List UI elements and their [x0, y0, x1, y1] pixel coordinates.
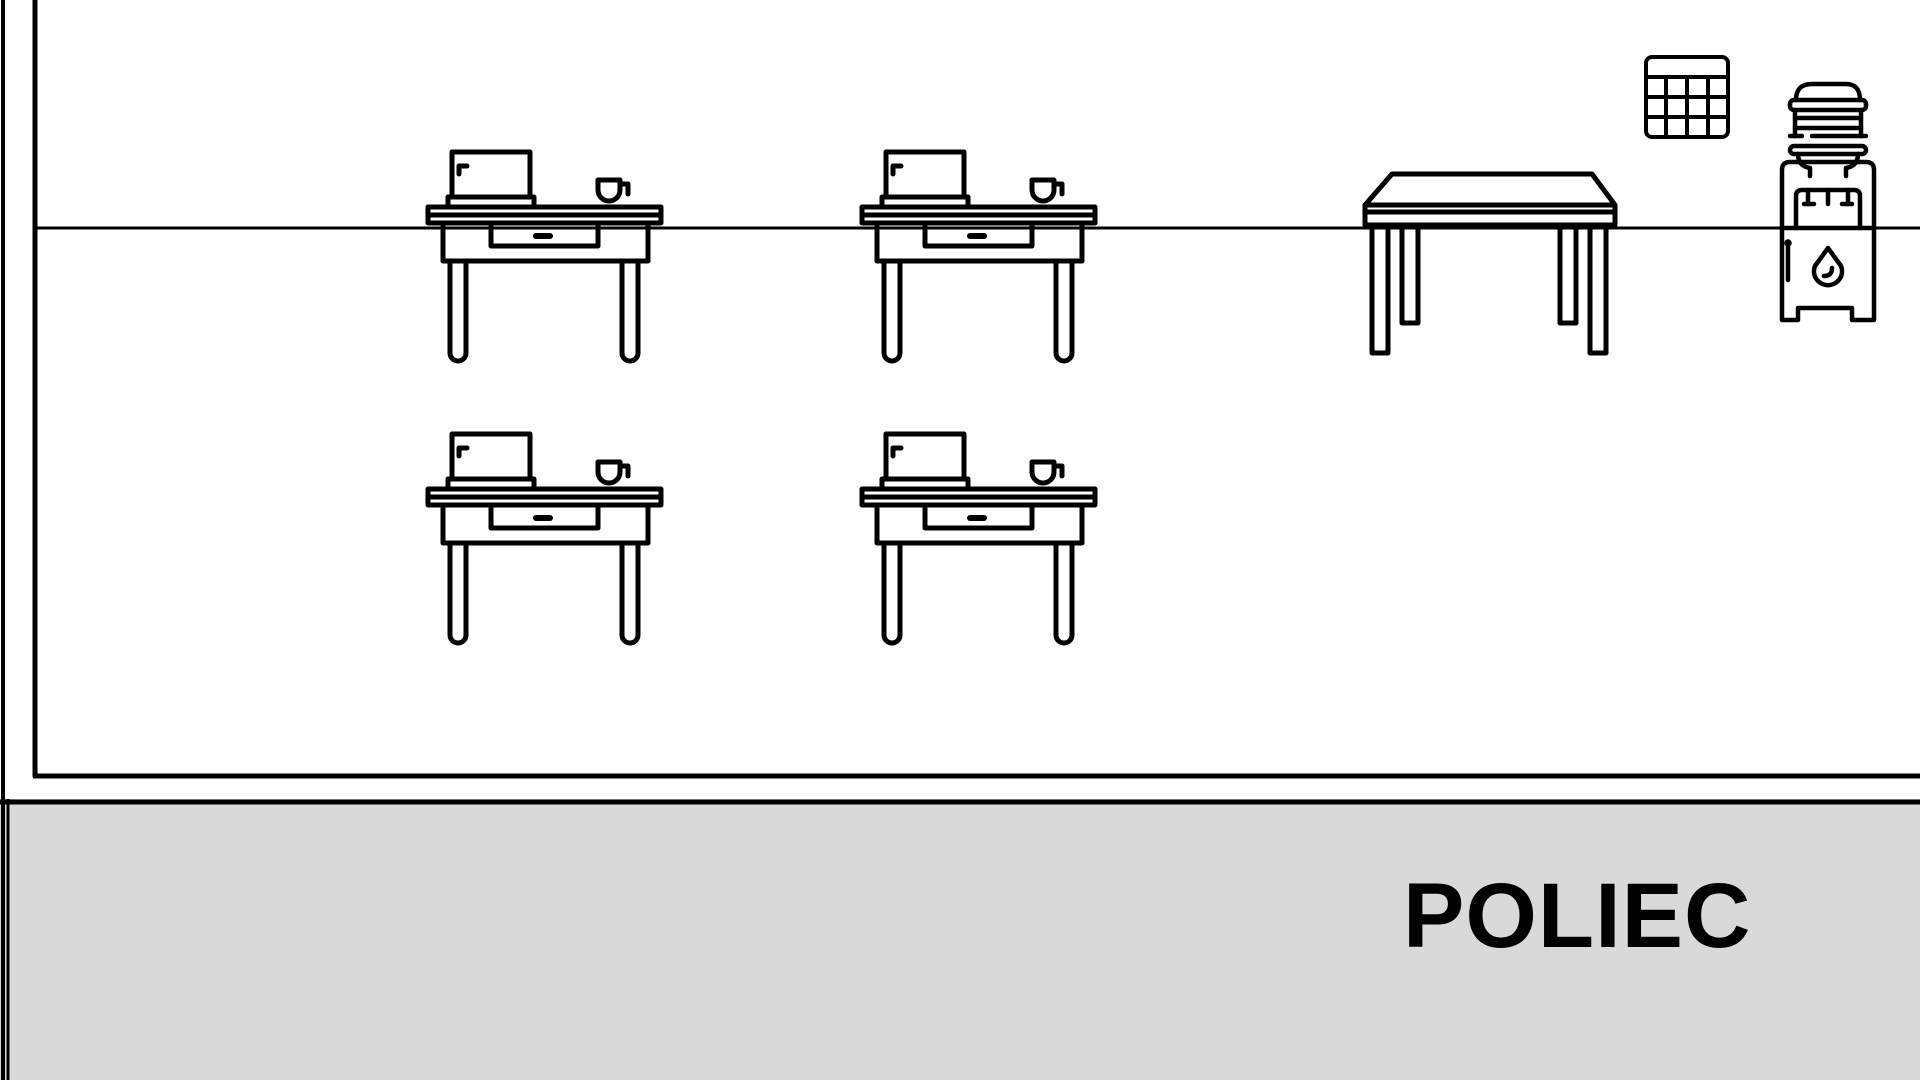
desk-with-laptop-icon[interactable] [425, 430, 665, 650]
calendar-icon [1644, 55, 1730, 139]
desk-with-laptop-icon[interactable] [859, 430, 1099, 650]
room-label: POLIEC [1403, 865, 1752, 967]
bottom-panel [0, 799, 1920, 1080]
table-icon[interactable] [1362, 170, 1618, 360]
desk-with-laptop-icon[interactable] [425, 148, 665, 368]
water-cooler-icon[interactable] [1768, 80, 1888, 325]
desk-with-laptop-icon[interactable] [859, 148, 1099, 368]
